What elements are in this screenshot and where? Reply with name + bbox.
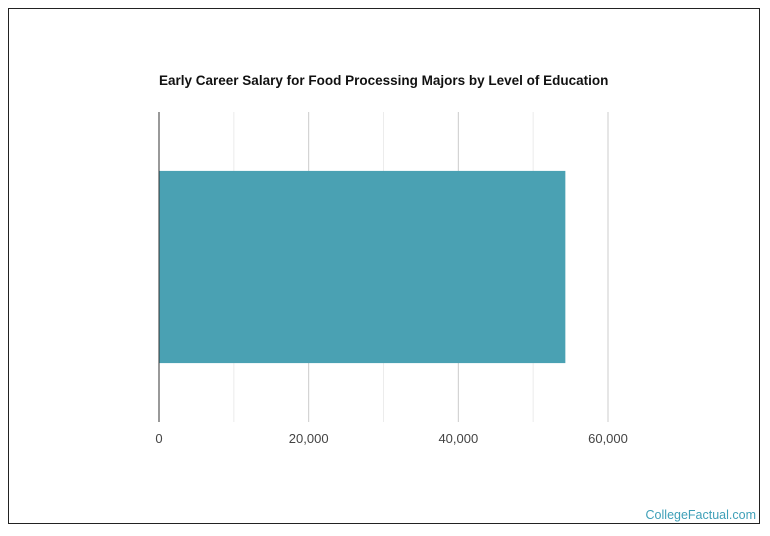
watermark-text: CollegeFactual.com xyxy=(645,508,756,522)
bars xyxy=(159,170,566,364)
x-tick-label: 20,000 xyxy=(289,431,329,446)
x-tick-label: 0 xyxy=(155,431,162,446)
x-tick-labels: 0 20,000 40,000 60,000 xyxy=(155,431,628,446)
bar[interactable] xyxy=(159,170,566,364)
x-tick-label: 40,000 xyxy=(438,431,478,446)
x-tick-label: 60,000 xyxy=(588,431,628,446)
chart-title: Early Career Salary for Food Processing … xyxy=(159,73,609,88)
